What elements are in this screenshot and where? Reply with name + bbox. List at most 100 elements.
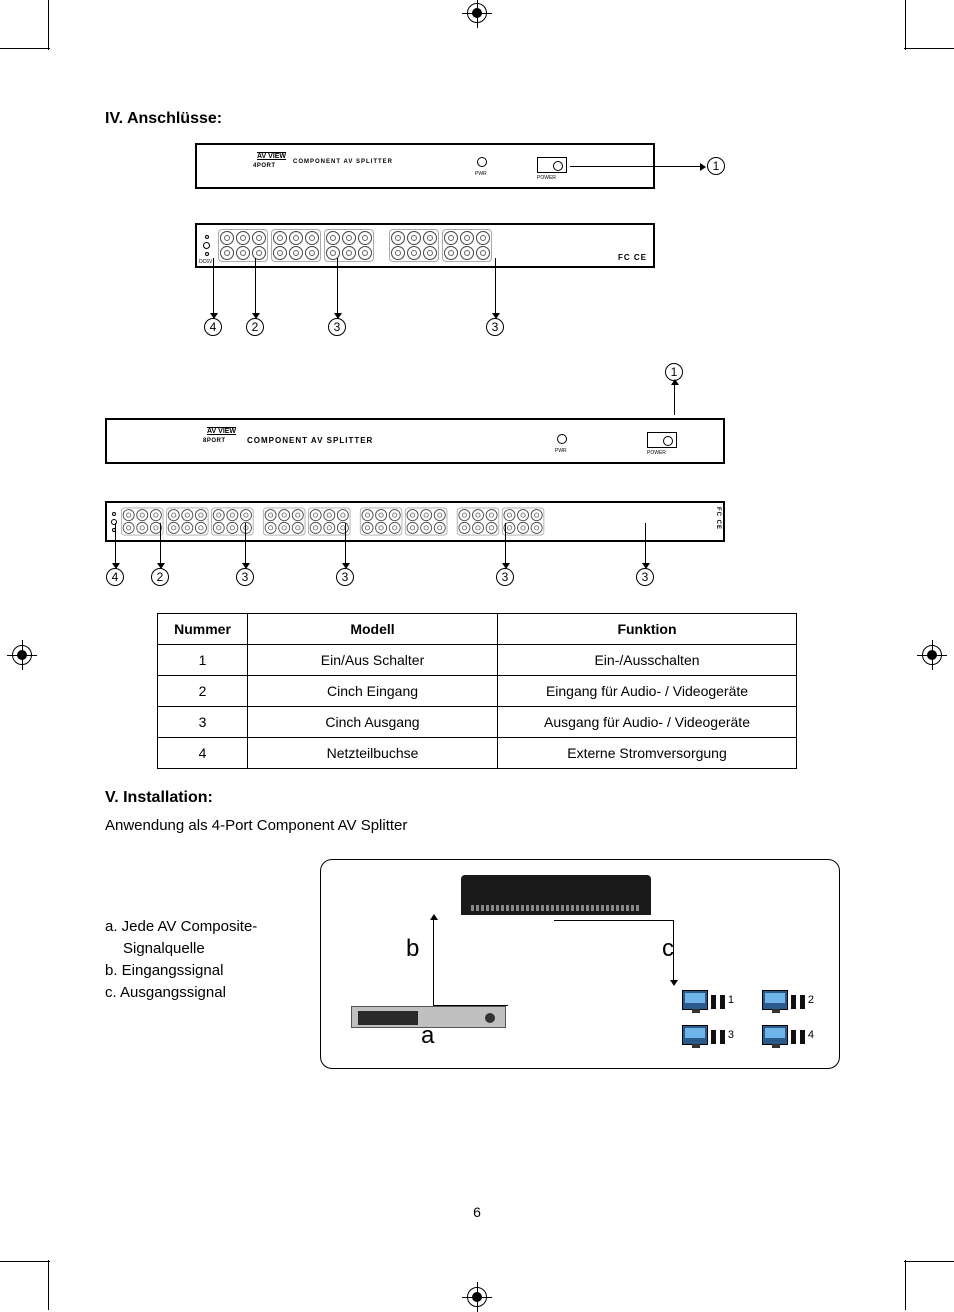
letter-a: a: [421, 1022, 434, 1050]
power-column-1: [203, 235, 210, 256]
legend-a1: a. Jede AV Composite-: [105, 918, 300, 936]
callout-1a: 1: [707, 157, 725, 175]
cell: 1: [158, 645, 248, 676]
jack-out1-1: [271, 229, 321, 262]
mon-label: 1: [728, 994, 734, 1006]
jg8-in: [121, 507, 164, 535]
co-4-1: 4: [204, 318, 222, 336]
brand-top: AV VIEW: [257, 153, 286, 160]
crop-tr-h: [904, 48, 954, 49]
reg-mark-top: [467, 3, 487, 23]
arr-b: [433, 920, 434, 1005]
fcce-1: FC CE: [618, 253, 647, 262]
pwr-text-2: PWR: [555, 448, 567, 454]
jack-input-1: [218, 229, 268, 262]
c8-2: 2: [151, 568, 169, 586]
cell: Netzteilbuchse: [248, 738, 498, 769]
mon-2: 2: [762, 990, 814, 1010]
co-2-1: 2: [246, 318, 264, 336]
c8-4: 4: [106, 568, 124, 586]
mon-3: 3: [682, 1025, 734, 1045]
a8-3c: [505, 523, 506, 563]
install-diagram: 1 2 3 4 a b c: [320, 859, 840, 1069]
back-panel-8port: FC CE: [105, 501, 725, 542]
arr-3b-1: [495, 258, 496, 313]
a8-4: [115, 523, 116, 563]
mon-1: 1: [682, 990, 734, 1010]
arr-c-h: [554, 920, 674, 921]
diagram-4port: AV VIEW 4PORT COMPONENT AV SPLITTER PWR …: [105, 143, 849, 343]
cell: Ausgang für Audio- / Videogeräte: [498, 707, 797, 738]
jg8-1: [166, 507, 209, 535]
crop-bl-v: [48, 1260, 49, 1310]
mon-label: 4: [808, 1029, 814, 1041]
arrow-1a: [570, 166, 700, 167]
section-v-sub: Anwendung als 4-Port Component AV Splitt…: [105, 817, 849, 834]
power-text-2: POWER: [647, 450, 666, 456]
page-number: 6: [0, 1204, 954, 1220]
cell: Ein-/Ausschalten: [498, 645, 797, 676]
front-panel-8port: AV VIEW 8PORT COMPONENT AV SPLITTER PWR …: [105, 418, 725, 464]
mon-label: 2: [808, 994, 814, 1006]
cell: 2: [158, 676, 248, 707]
pwr-led-2: [557, 434, 567, 444]
brand-label-2: COMPONENT AV SPLITTER: [247, 436, 373, 445]
co-3b-1: 3: [486, 318, 504, 336]
table-row: 1Ein/Aus SchalterEin-/Ausschalten: [158, 645, 797, 676]
back-panel-4port: DC6V FC CE: [195, 223, 655, 268]
mon-4: 4: [762, 1025, 814, 1045]
crop-tl-h: [0, 48, 50, 49]
legend-b: b. Eingangssignal: [105, 962, 300, 980]
c8-3a: 3: [236, 568, 254, 586]
fcce-2: FC CE: [715, 507, 721, 530]
crop-tl-v: [48, 0, 49, 50]
mon-label: 3: [728, 1029, 734, 1041]
crop-br-h: [904, 1261, 954, 1262]
dc-label-1: DC6V: [199, 259, 212, 265]
arr-1b: [674, 385, 675, 415]
reg-mark-right: [922, 645, 942, 665]
arr-b-h: [433, 1005, 508, 1006]
jg8-5: [360, 507, 403, 535]
a8-3a: [245, 523, 246, 563]
arr-c: [673, 920, 674, 980]
a8-3b: [345, 523, 346, 563]
power-text-1: POWER: [537, 175, 556, 181]
table-row: 2Cinch EingangEingang für Audio- / Video…: [158, 676, 797, 707]
pwr-text-1: PWR: [475, 171, 487, 177]
jack-out2-1: [324, 229, 374, 262]
jg8-6: [405, 507, 448, 535]
crop-tr-v: [905, 0, 906, 50]
arr-3a-1: [337, 258, 338, 313]
jg8-7: [457, 507, 500, 535]
c8-3d: 3: [636, 568, 654, 586]
cell: Ein/Aus Schalter: [248, 645, 498, 676]
brand-4port: 4PORT: [253, 163, 276, 169]
cell: 4: [158, 738, 248, 769]
brand-top-2: AV VIEW: [207, 428, 236, 435]
a8-2: [160, 523, 161, 563]
legend-a2: Signalquelle: [105, 940, 300, 958]
cell: Eingang für Audio- / Videogeräte: [498, 676, 797, 707]
brand-8port: 8PORT: [203, 438, 226, 444]
th-model: Modell: [248, 614, 498, 645]
a8-3d: [645, 523, 646, 563]
jack-out3-1: [389, 229, 439, 262]
jack-out4-1: [442, 229, 492, 262]
section-iv-heading: IV. Anschlüsse:: [105, 110, 849, 128]
crop-br-v: [905, 1260, 906, 1310]
pwr-led-1: [477, 157, 487, 167]
spec-table: Nummer Modell Funktion 1Ein/Aus Schalter…: [157, 613, 797, 769]
splitter-device: [461, 875, 651, 915]
cell: 3: [158, 707, 248, 738]
reg-mark-left: [12, 645, 32, 665]
section-v-heading: V. Installation:: [105, 789, 849, 807]
table-head: Nummer Modell Funktion: [158, 614, 797, 645]
th-num: Nummer: [158, 614, 248, 645]
letter-b: b: [406, 935, 419, 963]
diagram-8port: 1 AV VIEW 8PORT COMPONENT AV SPLITTER PW…: [105, 363, 849, 593]
jg8-3: [263, 507, 306, 535]
arr-2-1: [255, 258, 256, 313]
table-row: 4NetzteilbuchseExterne Stromversorgung: [158, 738, 797, 769]
co-3a-1: 3: [328, 318, 346, 336]
